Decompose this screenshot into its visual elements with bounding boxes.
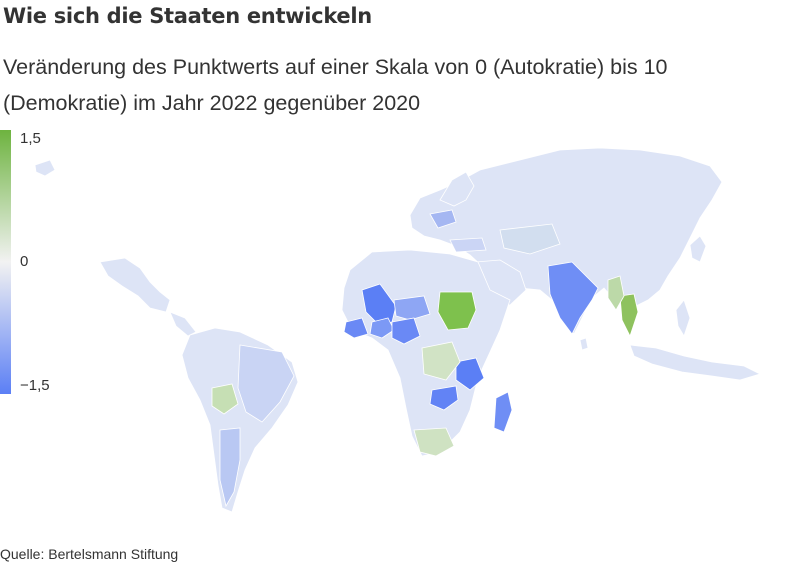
source-note: Quelle: Bertelsmann Stiftung — [0, 546, 179, 562]
region-ukraine — [429, 209, 457, 229]
region-bolivia — [211, 383, 239, 415]
chart-title: Wie sich die Staaten entwickeln — [3, 4, 372, 28]
region-south-africa — [413, 427, 455, 457]
region-tanzania — [455, 357, 485, 391]
region-turkey — [449, 237, 487, 253]
world-map — [34, 147, 762, 513]
legend-max-label: 1,5 — [20, 130, 41, 147]
legend-mid-label: 0 — [20, 253, 29, 270]
region-madagascar — [493, 391, 513, 433]
region-myanmar — [607, 275, 625, 311]
region-sudan — [437, 291, 477, 331]
region-brazil — [237, 344, 295, 423]
color-scale-legend — [0, 130, 11, 394]
region-guinea — [343, 317, 369, 339]
legend-min-label: −1,5 — [20, 377, 50, 394]
region-kazakhstan — [499, 223, 561, 255]
region-zambia — [429, 385, 459, 411]
region-nigeria — [391, 317, 421, 345]
region-niger — [393, 295, 431, 321]
region-thailand — [619, 293, 639, 338]
region-burkina-faso — [369, 317, 395, 339]
chart-subtitle: Veränderung des Punktwerts auf einer Ska… — [3, 55, 668, 115]
region-india — [547, 261, 599, 335]
region-congo-dr — [421, 341, 461, 381]
region-argentina — [219, 427, 241, 508]
